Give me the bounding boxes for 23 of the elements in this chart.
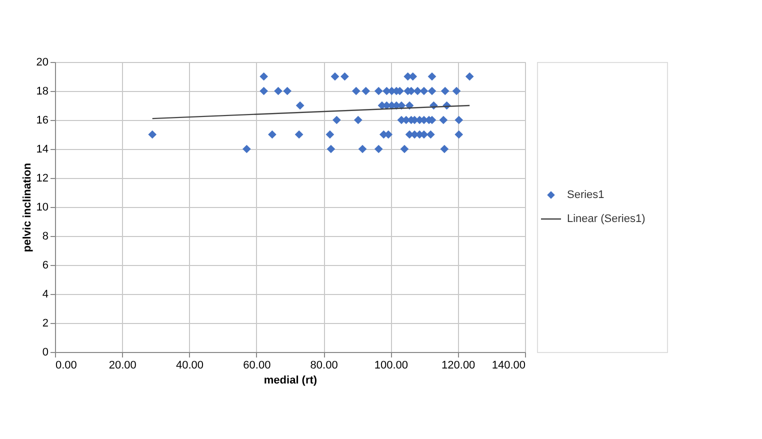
x-tick-label: 140.00	[492, 360, 526, 372]
x-tick-label: 60.00	[243, 360, 271, 372]
y-tick-label: 6	[42, 260, 48, 272]
y-tick-label: 12	[36, 172, 48, 184]
x-axis-title: medial (rt)	[264, 374, 318, 386]
x-tick-label: 80.00	[310, 360, 338, 372]
y-tick-label: 2	[42, 318, 48, 330]
y-tick-label: 20	[36, 56, 48, 68]
y-tick-label: 4	[42, 288, 48, 300]
y-tick-label: 14	[36, 144, 48, 156]
y-tick-label: 16	[36, 114, 48, 126]
legend-label: Linear (Series1)	[567, 213, 646, 225]
y-tick-label: 0	[42, 346, 48, 358]
y-tick-label: 10	[36, 202, 48, 214]
y-tick-label: 18	[36, 86, 48, 98]
x-tick-label: 120.00	[442, 360, 476, 372]
x-tick-label: 0.00	[56, 360, 77, 372]
y-axis-title: pelvic inclination	[21, 162, 34, 252]
legend-label: Series1	[567, 189, 604, 201]
x-tick-label: 20.00	[108, 360, 136, 372]
y-tick-label: 8	[42, 230, 48, 242]
x-tick-label: 100.00	[374, 360, 408, 372]
x-tick-label: 40.00	[176, 360, 204, 372]
